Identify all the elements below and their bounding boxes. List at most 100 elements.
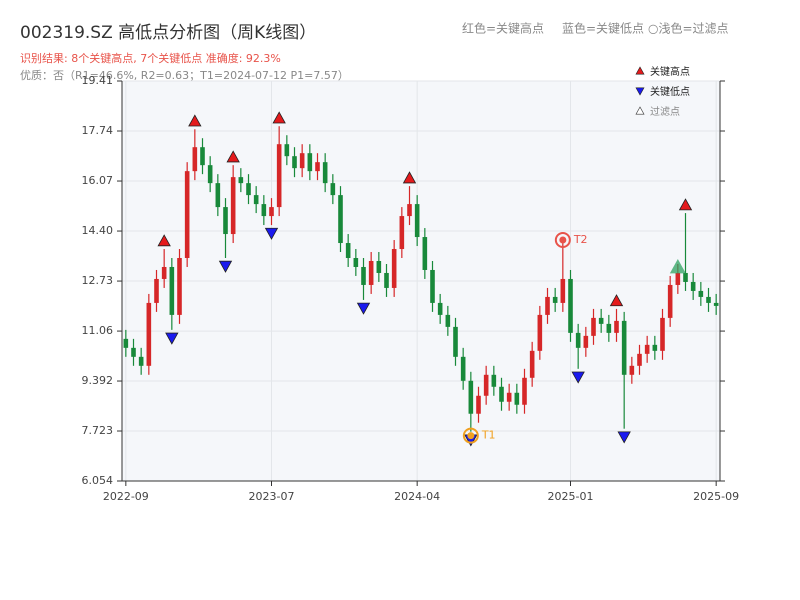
candle-body bbox=[269, 207, 274, 217]
candle-body bbox=[192, 147, 198, 172]
candle-body bbox=[361, 266, 366, 285]
candle-body bbox=[660, 317, 665, 351]
legend-symbol bbox=[635, 66, 645, 75]
y-tick-label: 7.723 bbox=[82, 424, 114, 437]
legend-symbol bbox=[635, 87, 645, 96]
target-dot bbox=[467, 432, 475, 440]
candle-body bbox=[552, 296, 558, 303]
candle-body bbox=[315, 162, 320, 172]
candle-body bbox=[215, 183, 221, 208]
candle-body bbox=[200, 147, 205, 166]
y-tick-label: 12.73 bbox=[82, 274, 114, 287]
legend-label: 关键低点 bbox=[650, 85, 690, 98]
candle-body bbox=[384, 272, 389, 288]
target-dot bbox=[559, 236, 567, 244]
chart-title: 002319.SZ 高低点分析图（周K线图） bbox=[20, 23, 316, 43]
candle-body bbox=[338, 195, 343, 244]
high-point bbox=[609, 294, 624, 307]
candle-body bbox=[483, 374, 489, 396]
candle-body bbox=[545, 296, 550, 315]
high-point bbox=[678, 198, 693, 211]
candle-body bbox=[583, 335, 589, 348]
low-point bbox=[165, 332, 179, 345]
candle-body bbox=[713, 302, 719, 306]
candle-body bbox=[230, 177, 236, 235]
target-label: T2 bbox=[573, 233, 588, 246]
candle-body bbox=[353, 257, 359, 267]
x-tick-label: 2023-07 bbox=[249, 490, 295, 503]
candle-body bbox=[169, 266, 175, 315]
candle-body bbox=[177, 257, 182, 315]
y-tick-label: 19.41 bbox=[82, 74, 114, 87]
target-point bbox=[462, 427, 479, 444]
candle-body bbox=[644, 344, 650, 354]
low-point bbox=[264, 227, 279, 240]
target-label: T1 bbox=[481, 429, 496, 442]
candle-body bbox=[499, 386, 504, 402]
candle-body bbox=[514, 392, 520, 405]
candle-body bbox=[537, 314, 543, 351]
candle-body bbox=[330, 183, 336, 196]
candle-body bbox=[154, 278, 159, 303]
target-point bbox=[554, 232, 571, 249]
top-legend-item: ○浅色=过滤点 bbox=[648, 22, 729, 36]
candle-body bbox=[253, 195, 259, 205]
candle-body bbox=[223, 207, 228, 235]
low-point bbox=[571, 371, 585, 384]
candle-body bbox=[276, 144, 282, 208]
candle-body bbox=[560, 278, 566, 303]
high-point bbox=[157, 234, 171, 247]
candle-body bbox=[238, 177, 244, 184]
candle-body bbox=[307, 153, 313, 172]
candle-body bbox=[161, 266, 167, 279]
candle-body bbox=[468, 380, 474, 414]
candle-body bbox=[322, 162, 328, 184]
candle-body bbox=[529, 350, 535, 378]
candle-body bbox=[422, 237, 428, 270]
candle-body bbox=[698, 290, 704, 297]
candle-body bbox=[131, 347, 136, 357]
candle-body bbox=[606, 323, 612, 333]
y-tick-label: 9.392 bbox=[82, 374, 114, 387]
x-tick-label: 2022-09 bbox=[103, 490, 149, 503]
candle-body bbox=[491, 374, 497, 387]
candle-body bbox=[629, 365, 635, 375]
candle-body bbox=[407, 204, 412, 217]
candle-body bbox=[292, 156, 297, 169]
legend-symbol bbox=[635, 106, 645, 115]
candle-body bbox=[345, 243, 351, 258]
candle-body bbox=[430, 269, 435, 303]
high-point bbox=[226, 150, 240, 163]
candle-body bbox=[690, 281, 696, 291]
low-point bbox=[218, 260, 233, 273]
candle-body bbox=[414, 204, 420, 238]
candle-body bbox=[184, 171, 190, 258]
high-point bbox=[402, 171, 417, 184]
candle-body bbox=[476, 395, 481, 414]
candle-body bbox=[675, 272, 681, 285]
candle-body bbox=[368, 260, 374, 285]
candle-body bbox=[667, 284, 673, 318]
legend-label: 过滤点 bbox=[650, 105, 680, 118]
candle-body bbox=[207, 165, 213, 184]
candle-body bbox=[453, 326, 458, 357]
candle-body bbox=[683, 272, 688, 282]
candle-body bbox=[568, 278, 573, 333]
high-point bbox=[272, 111, 286, 124]
candle-body bbox=[299, 153, 305, 169]
candle-body bbox=[598, 317, 604, 324]
candle-body bbox=[621, 320, 627, 375]
candle-body bbox=[376, 260, 382, 273]
filtered-point bbox=[669, 258, 686, 274]
top-legend-item: 红色=关键高点 bbox=[462, 21, 544, 36]
chart-note: 优质：否（R1=46.6%, R2=0.63；T1=2024-07-12 P1=… bbox=[20, 69, 349, 82]
y-tick-label: 16.07 bbox=[82, 174, 114, 187]
y-tick-label: 14.40 bbox=[82, 224, 114, 237]
candle-body bbox=[146, 302, 152, 366]
candle-body bbox=[391, 249, 397, 288]
low-point bbox=[617, 431, 631, 444]
high-point bbox=[188, 114, 202, 127]
candle-body bbox=[138, 356, 144, 366]
candle-body bbox=[437, 302, 443, 315]
candle-body bbox=[506, 392, 512, 402]
